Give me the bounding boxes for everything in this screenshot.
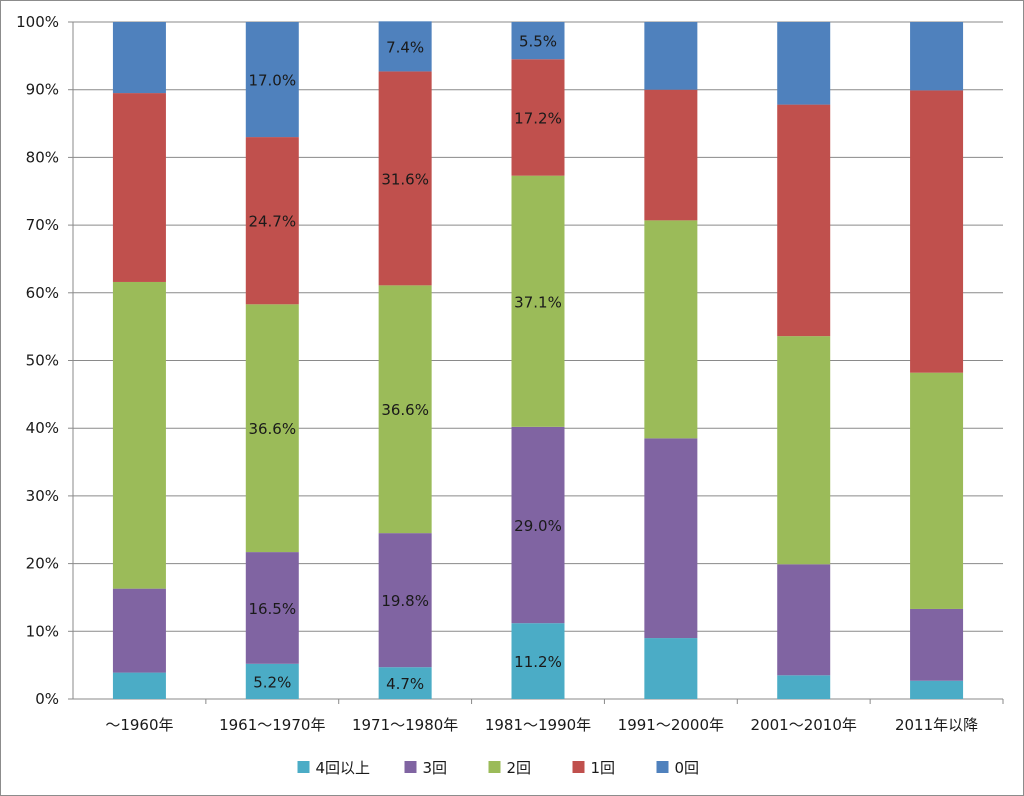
- bar-segment: [112, 281, 166, 589]
- bar-segment: [910, 680, 964, 699]
- bar-segment: [644, 89, 698, 221]
- bar-segment: [644, 438, 698, 639]
- bar-segment: [112, 22, 166, 94]
- y-tick-label: 100%: [16, 13, 59, 31]
- legend-label: 4回以上: [316, 759, 371, 777]
- data-label: 17.2%: [514, 109, 562, 127]
- legend-label: 0回: [675, 759, 700, 777]
- y-tick-label: 70%: [26, 216, 59, 234]
- x-category-label: 1971～1980年: [352, 716, 458, 734]
- data-label: 4.7%: [386, 675, 424, 693]
- data-label: 24.7%: [248, 213, 296, 231]
- bar-segment: [245, 22, 299, 138]
- bar-segment: [378, 667, 432, 699]
- y-tick-label: 30%: [26, 487, 59, 505]
- legend-swatch: [656, 761, 669, 773]
- y-tick-label: 0%: [35, 690, 59, 708]
- bar-segment: [245, 552, 299, 664]
- data-label: 5.5%: [519, 33, 557, 51]
- data-label: 16.5%: [248, 600, 296, 618]
- bar-segment: [112, 93, 166, 282]
- bar-segment: [245, 137, 299, 305]
- y-tick-label: 60%: [26, 284, 59, 302]
- x-category-label: 1961～1970年: [219, 716, 325, 734]
- data-label: 5.2%: [253, 673, 291, 691]
- bar-segment: [910, 90, 964, 373]
- x-category-label: 2011年以降: [895, 716, 978, 734]
- bar-segment: [777, 22, 831, 105]
- legend-swatch: [297, 761, 310, 773]
- data-label: 19.8%: [381, 592, 429, 610]
- bar-segment: [511, 59, 565, 176]
- bar-segment: [378, 71, 432, 286]
- data-label: 11.2%: [514, 653, 562, 671]
- bar-segment: [511, 175, 565, 427]
- legend-label: 2回: [507, 759, 532, 777]
- data-label: 37.1%: [514, 293, 562, 311]
- x-category-label: ～1960年: [105, 716, 173, 734]
- y-tick-label: 20%: [26, 555, 59, 573]
- bar-segment: [644, 220, 698, 439]
- y-tick-label: 40%: [26, 419, 59, 437]
- bar-segment: [511, 22, 565, 60]
- data-label: 29.0%: [514, 517, 562, 535]
- legend-swatch: [572, 761, 585, 773]
- data-label: 36.6%: [248, 420, 296, 438]
- bar-segment: [511, 426, 565, 624]
- legend-swatch: [404, 761, 417, 773]
- bar-segment: [112, 588, 166, 673]
- bar-segment: [910, 372, 964, 609]
- y-tick-label: 10%: [26, 622, 59, 640]
- bar-segment: [245, 663, 299, 699]
- bar-segment: [644, 638, 698, 699]
- bar-segment: [378, 533, 432, 668]
- bar-segment: [777, 104, 831, 337]
- data-label: 17.0%: [248, 72, 296, 90]
- x-category-label: 1981～1990年: [485, 716, 591, 734]
- bar-segment: [910, 22, 964, 91]
- data-label: 36.6%: [381, 401, 429, 419]
- bar-segment: [777, 336, 831, 565]
- bar-segment: [777, 675, 831, 699]
- bar-segment: [112, 672, 166, 699]
- bar-segment: [378, 21, 432, 72]
- bar-segment: [777, 564, 831, 676]
- bar-segment: [378, 285, 432, 534]
- bar-segment: [511, 623, 565, 699]
- x-category-label: 1991～2000年: [618, 716, 724, 734]
- y-tick-label: 50%: [26, 352, 59, 370]
- data-label: 7.4%: [386, 38, 424, 56]
- y-tick-label: 90%: [26, 81, 59, 99]
- data-label: 31.6%: [381, 170, 429, 188]
- legend-label: 1回: [591, 759, 616, 777]
- legend-label: 3回: [423, 759, 448, 777]
- legend-swatch: [488, 761, 501, 773]
- y-tick-label: 80%: [26, 148, 59, 166]
- bar-segment: [644, 22, 698, 90]
- x-category-label: 2001～2010年: [751, 716, 857, 734]
- bar-segment: [245, 304, 299, 553]
- bar-segment: [910, 608, 964, 681]
